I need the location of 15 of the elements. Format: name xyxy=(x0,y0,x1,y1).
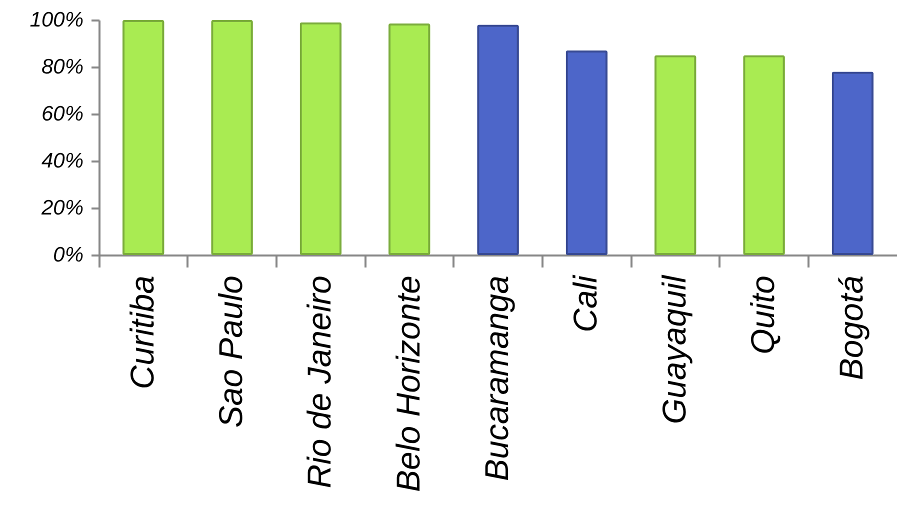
y-tick-label: 0% xyxy=(53,244,84,266)
x-tick-label: Quito xyxy=(744,276,781,354)
x-tick-label: Guayaquil xyxy=(655,274,692,424)
y-tick-label: 60% xyxy=(41,102,84,126)
x-tick-label: Sao Paulo xyxy=(212,276,249,428)
y-tick-label: 40% xyxy=(41,150,84,172)
x-tick-label: Bucaramanga xyxy=(478,276,515,481)
y-tick-label: 20% xyxy=(40,196,84,220)
y-tick-label: 80% xyxy=(41,56,84,78)
x-tick-label: Belo Horizonte xyxy=(389,276,426,492)
x-tick-label: Cali xyxy=(566,274,604,332)
x-tick-label: Rio de Janeiro xyxy=(300,276,338,488)
x-tick-label: Bogotá xyxy=(832,276,870,380)
x-tick-label: Curitiba xyxy=(123,276,160,390)
y-tick-label: 100% xyxy=(30,8,84,32)
